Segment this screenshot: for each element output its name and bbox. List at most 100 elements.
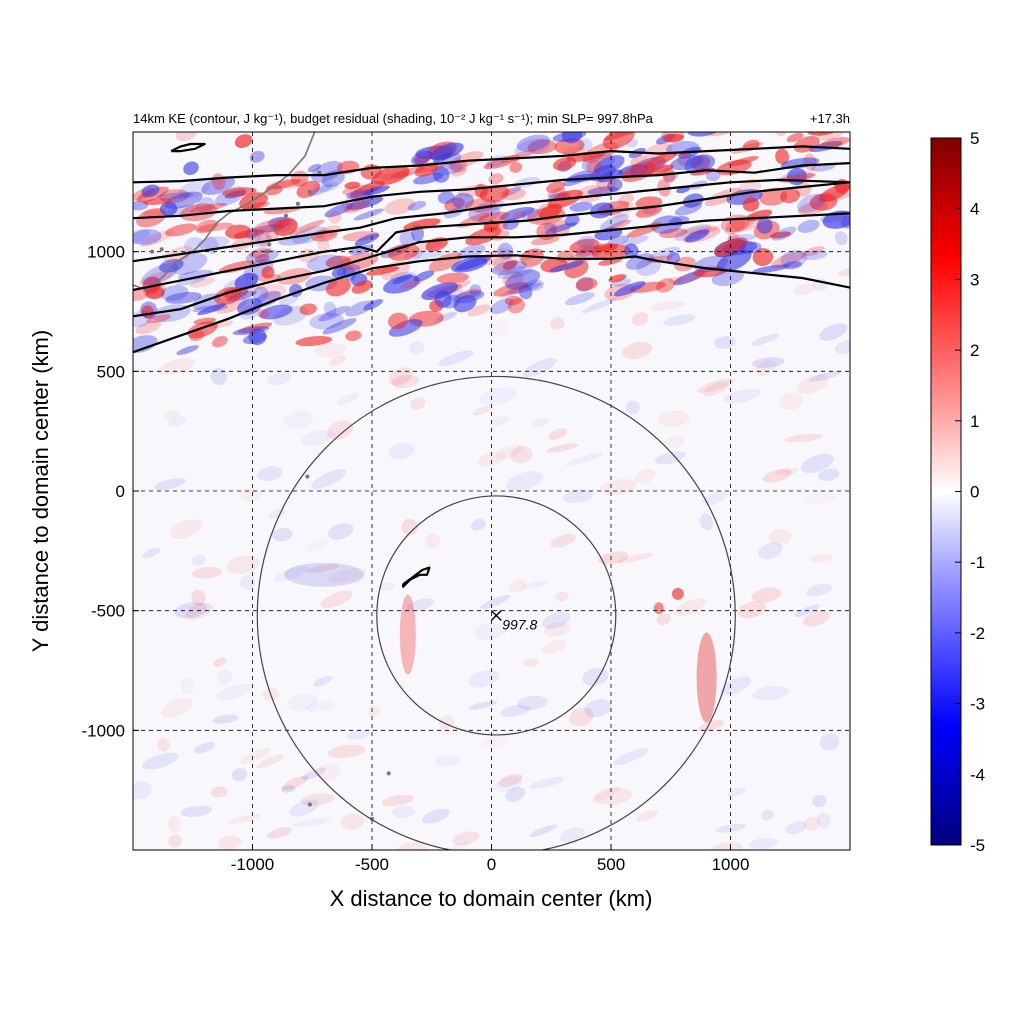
ke-contour-line: [170, 142, 206, 153]
residual-blob: [184, 602, 214, 620]
residual-blob: [434, 755, 462, 767]
residual-blob: [436, 272, 469, 284]
residual-blob: [742, 197, 760, 212]
colorbar-tick-label: 5: [970, 129, 979, 148]
residual-feature: [284, 562, 365, 587]
residual-blob: [808, 371, 841, 382]
residual-blob: [401, 518, 418, 536]
residual-blob: [550, 317, 565, 330]
ke-contour-line: [402, 566, 431, 588]
residual-blob: [249, 150, 265, 163]
residual-blob: [274, 566, 309, 582]
residual-blob: [179, 203, 218, 222]
residual-blob: [751, 587, 782, 603]
residual-blob: [803, 246, 825, 257]
residual-blob: [347, 729, 370, 741]
residual-blob: [771, 226, 796, 241]
residual-blob: [410, 397, 426, 410]
residual-blob: [541, 639, 567, 655]
residual-blob: [239, 747, 271, 765]
residual-blob: [472, 405, 494, 416]
residual-blob: [273, 218, 298, 237]
residual-blob: [201, 176, 235, 195]
residual-blob: [479, 594, 511, 610]
residual-blob: [325, 278, 351, 297]
residual-blob: [622, 235, 649, 247]
residual-blob: [658, 228, 688, 239]
residual-blob: [133, 781, 152, 800]
colorbar-tick-label: 0: [970, 483, 979, 502]
residual-blob: [225, 224, 251, 240]
residual-blob: [381, 794, 414, 807]
residual-blob: [245, 249, 279, 264]
residual-blob: [674, 202, 703, 216]
residual-blob: [598, 257, 623, 266]
island: [307, 189, 312, 194]
residual-blob: [133, 287, 150, 302]
residual-blob: [565, 452, 604, 467]
residual-blob: [509, 162, 523, 173]
residual-blob: [252, 286, 269, 302]
residual-blob: [762, 468, 792, 483]
residual-blob: [738, 241, 762, 255]
residual-blob: [613, 281, 646, 297]
residual-blob: [502, 271, 524, 288]
residual-blob: [159, 201, 178, 216]
residual-blob: [363, 299, 384, 311]
residual-blob: [286, 693, 318, 712]
residual-blob: [165, 223, 197, 237]
residual-blob: [566, 151, 606, 162]
residual-blob: [685, 113, 721, 127]
residual-blob: [505, 269, 541, 290]
residual-blob: [599, 214, 629, 231]
residual-blob: [636, 810, 658, 822]
residual-blob: [822, 91, 844, 111]
residual-blob: [158, 357, 195, 375]
residual-blob: [292, 817, 331, 828]
residual-blob: [281, 785, 296, 793]
residual-blob: [569, 201, 593, 212]
residual-blob: [663, 133, 685, 143]
residual-blob: [819, 323, 848, 341]
residual-blob: [432, 152, 453, 163]
residual-blob: [684, 229, 710, 243]
residual-blob: [674, 224, 712, 241]
residual-blob: [621, 341, 653, 360]
ke-contour-line: [133, 254, 850, 354]
colorbar-tick-label: 1: [970, 412, 979, 431]
x-tick-label: 0: [487, 855, 496, 874]
residual-blob: [309, 312, 344, 330]
residual-blob: [663, 436, 685, 449]
residual-blob: [317, 236, 330, 254]
residual-blob: [693, 107, 718, 128]
residual-blob: [603, 132, 642, 141]
residual-blob: [438, 350, 474, 367]
residual-blob: [477, 451, 506, 467]
x-axis-label: X distance to domain center (km): [330, 886, 653, 911]
residual-blob: [544, 222, 578, 234]
residual-blob: [133, 335, 158, 353]
residual-blob: [493, 254, 519, 273]
residual-blob: [593, 787, 632, 805]
residual-blob: [771, 251, 806, 269]
residual-blob: [481, 248, 514, 266]
residual-blob: [569, 238, 600, 254]
residual-blob: [625, 400, 640, 415]
residual-blob: [806, 583, 833, 597]
residual-blob: [755, 360, 777, 376]
residual-blob: [452, 290, 485, 304]
residual-blob: [311, 469, 347, 489]
island: [305, 474, 310, 479]
residual-blob: [616, 552, 654, 564]
residual-blob: [608, 274, 627, 283]
residual-blob: [715, 823, 747, 833]
residual-blob: [354, 233, 380, 246]
residual-blob: [305, 700, 336, 713]
residual-blob: [193, 317, 217, 325]
residual-blob: [383, 275, 420, 294]
residual-blob: [840, 216, 850, 229]
residual-blob: [413, 270, 435, 282]
residual-blob: [668, 276, 685, 284]
residual-blob: [797, 201, 828, 216]
residual-blob: [550, 533, 576, 548]
